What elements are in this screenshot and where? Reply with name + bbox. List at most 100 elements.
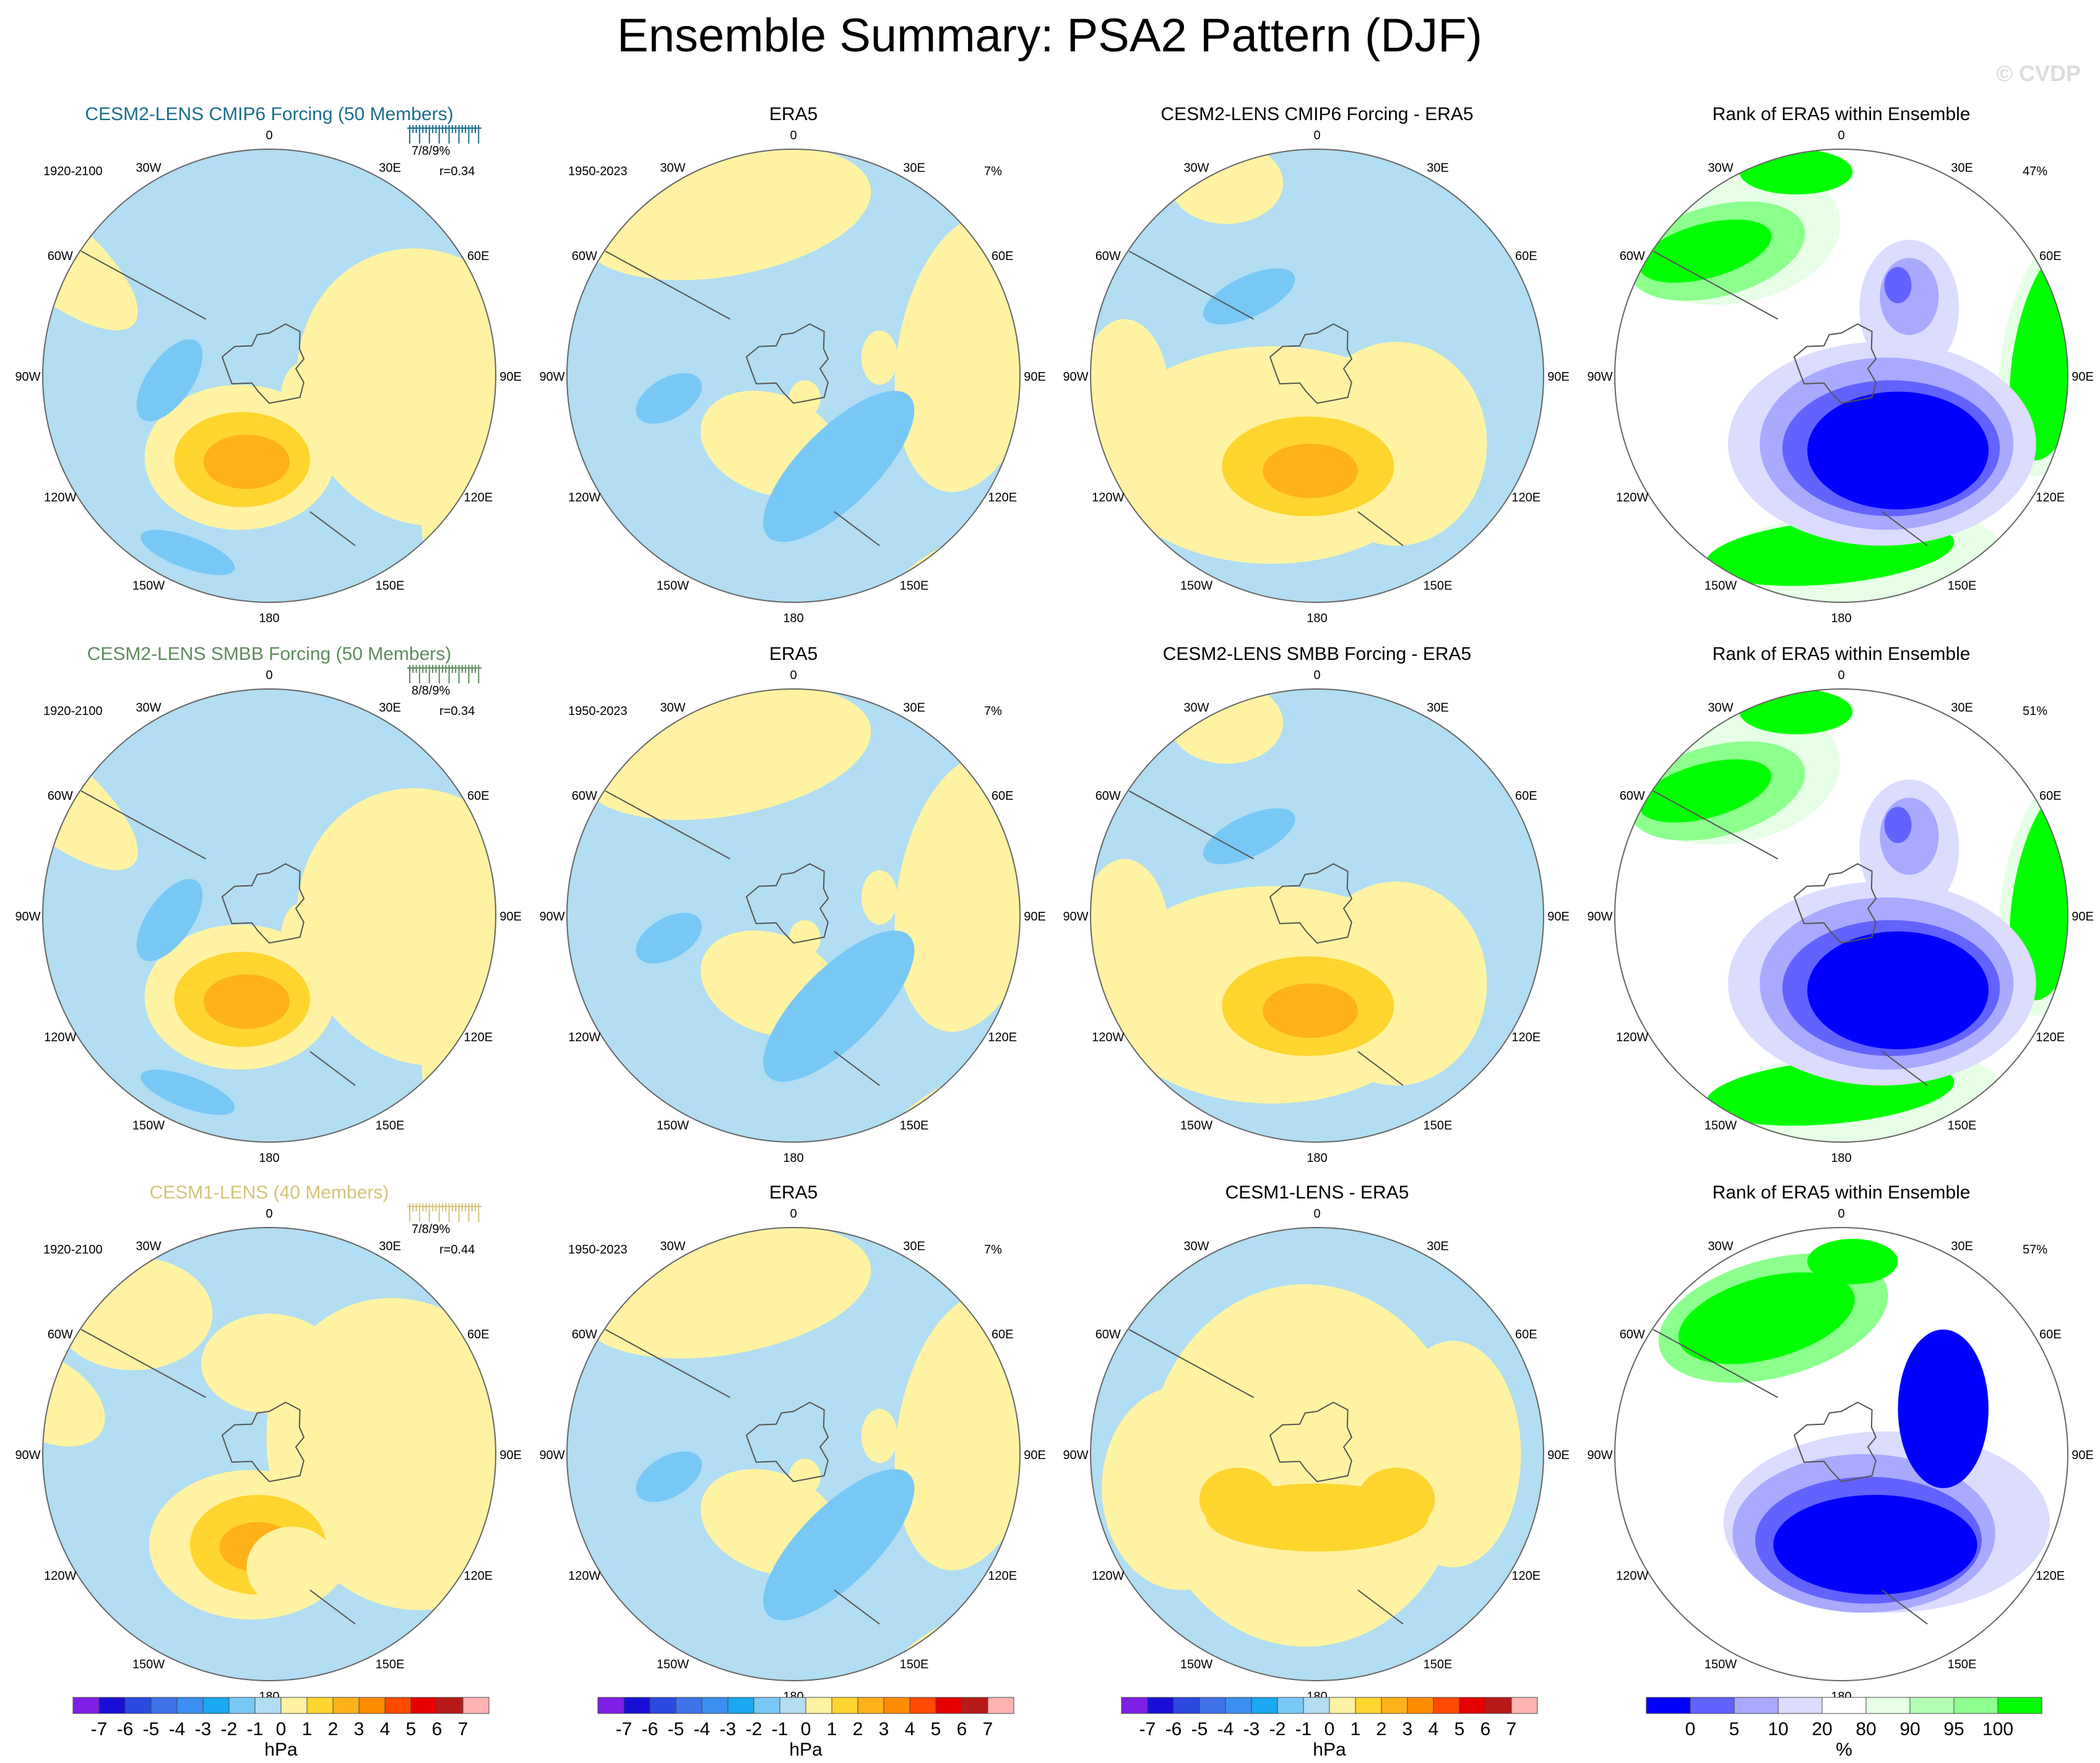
lon-label: 90W — [539, 1449, 564, 1462]
ensemble-r: r=0.34 — [439, 165, 475, 178]
antarctica-coastline — [745, 1401, 829, 1483]
colorbar-swatch — [649, 1697, 676, 1714]
colorbar-swatch — [280, 1697, 308, 1714]
map-border — [1090, 1227, 1544, 1681]
antarctica-coastline — [1793, 1401, 1877, 1483]
contour-region — [1807, 931, 1989, 1049]
lon-label: 120W — [44, 1569, 76, 1583]
lon-label: 30W — [136, 161, 161, 175]
lon-label: 60E — [2039, 249, 2062, 263]
colorbar-swatch — [1734, 1697, 1779, 1714]
ensemble-title: CESM2-LENS SMBB Forcing (50 Members) — [87, 644, 452, 664]
obs-years: 1950-2023 — [568, 1243, 628, 1257]
diff-map-row3-field — [1091, 1228, 1544, 1681]
rank-map-row2: 0 30E 60E 90E 120E 150E 180 150W 120W 90W 60W 30W — [1587, 669, 2093, 1165]
lon-label: 120E — [464, 491, 493, 505]
lon-label: 120W — [1092, 1569, 1124, 1583]
contour-region — [335, 818, 417, 936]
colorbar-tick: -3 — [195, 1719, 212, 1739]
lon-label: 180 — [259, 612, 279, 625]
lon-label: 90E — [1547, 370, 1570, 384]
colorbar-swatch — [98, 1697, 126, 1714]
ensemble-spread-ticks — [407, 665, 482, 683]
map-border — [566, 688, 1021, 1143]
lon-label: 120E — [1511, 1569, 1540, 1583]
lon-label: 180 — [1831, 612, 1851, 625]
contour-region — [140, 529, 235, 576]
antarctica-coastline — [221, 323, 305, 404]
diff-map-row1: 0 30E 60E 90E 120E 150E 180 150W 120W 90W 60W 30W — [1063, 129, 1569, 625]
contour-region — [763, 1469, 915, 1621]
lon-label: 60E — [992, 249, 1014, 263]
lon-label: 60W — [48, 789, 73, 803]
colorbar-tick: -2 — [221, 1719, 238, 1739]
lon-label: 0 — [1313, 669, 1320, 682]
ensemble-title: CESM1-LENS (40 Members) — [150, 1182, 389, 1203]
colorbar-swatch — [410, 1697, 438, 1714]
contour-region — [1199, 1467, 1277, 1531]
contour-region — [203, 435, 290, 489]
colorbar-tick: -1 — [1295, 1719, 1312, 1739]
colorbar-swatch — [831, 1697, 858, 1714]
colorbar-swatch — [1997, 1697, 2042, 1714]
lon-label: 120E — [988, 1569, 1017, 1583]
lon-label: 30E — [1951, 1239, 1973, 1253]
colorbar-swatch — [909, 1697, 936, 1714]
lon-label: 30E — [1427, 161, 1449, 175]
colorbar-tick: 6 — [957, 1719, 967, 1739]
lon-label: 180 — [1307, 612, 1327, 625]
antarctica-coastline — [1269, 863, 1353, 944]
lon-label: 90W — [15, 370, 40, 384]
colorbar-swatch — [1251, 1697, 1278, 1714]
colorbar-tick: 2 — [328, 1719, 339, 1739]
lon-label: 150E — [1948, 1658, 1977, 1671]
lon-label: 150W — [1180, 579, 1212, 593]
contour-region — [1639, 759, 1772, 823]
lon-label: 90E — [1547, 1449, 1570, 1462]
colorbar-tick: 7 — [983, 1719, 993, 1739]
colorbar-tick: 90 — [1899, 1719, 1920, 1739]
lon-label: 30E — [1951, 161, 1973, 175]
peninsula-coastline — [605, 250, 730, 320]
newzealand-coastline — [309, 1589, 356, 1625]
lon-label: 60W — [572, 789, 597, 803]
lon-label: 150W — [132, 1119, 165, 1133]
contour-region — [1263, 983, 1358, 1038]
ensemble-map-row1-field — [43, 149, 496, 602]
antarctica-coastline — [1793, 323, 1877, 404]
colorbar-percent: 0 5 10 20 80 90 95 100% — [1646, 1697, 2042, 1760]
colorbar-tick: -1 — [772, 1719, 789, 1739]
lon-label: 30W — [1183, 1239, 1209, 1253]
lon-label: 150E — [376, 579, 405, 593]
ensemble-pct: 8/8/9% — [412, 684, 450, 698]
colorbar-tick: 100 — [1982, 1719, 2013, 1739]
colorbar-swatch — [124, 1697, 152, 1714]
contour-region — [1091, 859, 1170, 1018]
lon-label: 90W — [1063, 910, 1088, 924]
colorbar-tick: 5 — [1454, 1719, 1465, 1739]
lon-label: 90E — [499, 370, 522, 384]
lon-label: 120E — [2036, 491, 2065, 505]
lon-label: 30W — [1708, 1239, 1733, 1253]
colorbar-swatch — [1381, 1697, 1408, 1714]
lon-label: 120W — [1616, 491, 1648, 505]
peninsula-coastline — [1653, 250, 1778, 320]
colorbar-tick: -7 — [91, 1719, 108, 1739]
obs-title: ERA5 — [769, 644, 818, 664]
lon-label: 90E — [2072, 370, 2094, 384]
colorbar-tick: 4 — [1428, 1719, 1439, 1739]
lon-label: 90W — [15, 1449, 40, 1462]
contour-region — [861, 870, 898, 925]
rank-map-row1-field — [1615, 149, 2068, 602]
lon-label: 30W — [1708, 701, 1733, 714]
contour-region — [789, 1458, 821, 1495]
contour-region — [861, 1408, 898, 1463]
contour-region — [1263, 443, 1358, 498]
colorbar-swatch — [332, 1697, 360, 1714]
lon-label: 150W — [657, 1658, 689, 1671]
colorbar-tick: -5 — [1191, 1719, 1208, 1739]
colorbar-tick: 6 — [1480, 1719, 1491, 1739]
